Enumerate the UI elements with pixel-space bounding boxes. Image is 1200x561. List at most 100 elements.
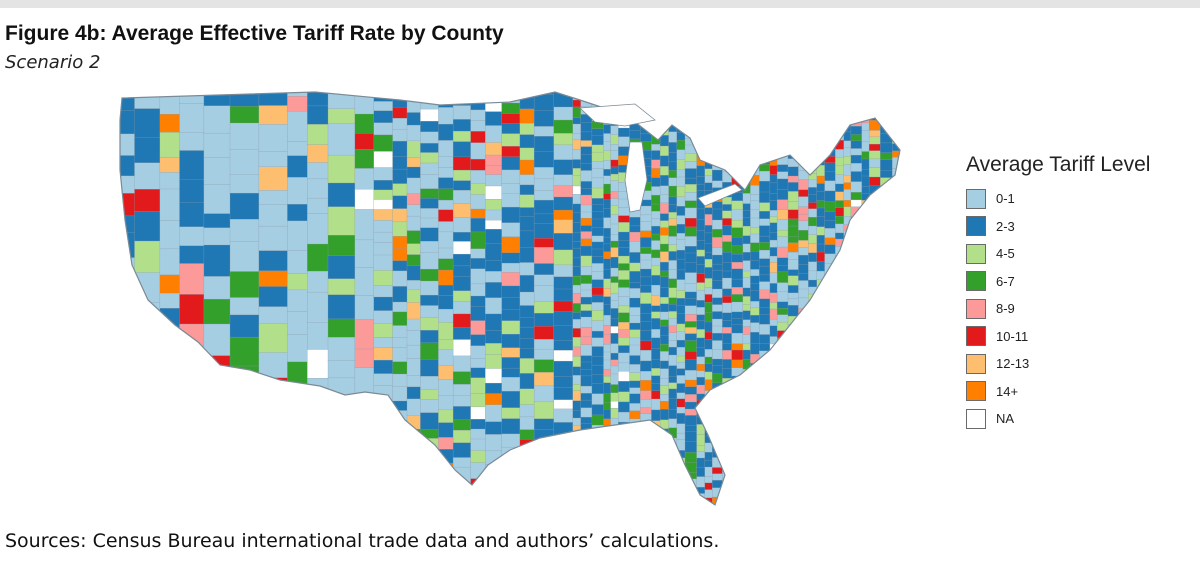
- county-cell: [843, 369, 852, 380]
- county-cell: [110, 508, 135, 510]
- county-cell: [712, 311, 723, 320]
- county-cell: [591, 168, 604, 179]
- county-cell: [580, 316, 593, 328]
- county-cell: [759, 92, 771, 97]
- county-cell: [769, 375, 778, 384]
- county-cell: [908, 256, 918, 263]
- county-cell: [406, 444, 421, 461]
- county-cell: [798, 273, 809, 281]
- county-cell: [485, 111, 503, 126]
- county-cell: [668, 471, 678, 479]
- county-cell: [259, 509, 288, 511]
- county-cell: [533, 385, 555, 403]
- county-cell: [618, 322, 630, 330]
- county-cell: [901, 93, 908, 102]
- county-cell: [591, 263, 604, 272]
- county-cell: [816, 92, 826, 94]
- county-cell: [470, 377, 486, 394]
- county-cell: [287, 92, 308, 97]
- county-cell: [618, 362, 630, 372]
- county-cell: [470, 194, 486, 210]
- county-cell: [850, 216, 863, 227]
- county-cell: [572, 454, 582, 464]
- county-cell: [684, 207, 698, 219]
- county-cell: [880, 97, 893, 105]
- county-cell: [470, 450, 486, 464]
- county-cell: [629, 355, 641, 365]
- county-cell: [629, 307, 641, 317]
- county-cell: [610, 466, 619, 474]
- county-cell: [908, 461, 918, 469]
- county-cell: [722, 350, 733, 360]
- county-cell: [868, 208, 881, 216]
- county-cell: [696, 451, 706, 459]
- lake-erie: [697, 183, 743, 207]
- county-cell: [591, 383, 604, 395]
- county-cell: [918, 277, 920, 285]
- county-cell: [776, 124, 789, 135]
- county-cell: [850, 110, 863, 117]
- county-cell: [501, 123, 521, 135]
- county-cell: [750, 464, 760, 476]
- county-cell: [603, 296, 612, 305]
- county-cell: [660, 80, 669, 90]
- county-cell: [704, 459, 713, 468]
- county-cell: [759, 202, 771, 212]
- county-cell: [406, 177, 421, 195]
- county-cell: [742, 392, 751, 404]
- county-cell: [553, 249, 574, 266]
- county-cell: [668, 418, 678, 429]
- county-cell: [438, 422, 454, 438]
- county-cell: [501, 367, 521, 378]
- county-cell: [824, 472, 836, 481]
- county-cell: [835, 261, 845, 273]
- county-cell: [452, 130, 472, 143]
- county-cell: [696, 264, 706, 275]
- county-cell: [742, 310, 751, 321]
- county-cell: [501, 418, 521, 435]
- county-cell: [704, 243, 713, 254]
- county-cell: [901, 86, 908, 93]
- county-cell: [759, 127, 771, 140]
- county-cell: [742, 276, 751, 289]
- county-cell: [519, 291, 535, 306]
- county-cell: [850, 126, 863, 136]
- county-cell: [776, 308, 789, 316]
- county-cell: [908, 325, 918, 336]
- county-cell: [835, 401, 845, 410]
- county-cell: [327, 278, 356, 296]
- county-cell: [808, 131, 818, 140]
- county-cell: [533, 199, 555, 215]
- county-cell: [850, 262, 863, 271]
- county-cell: [406, 318, 421, 331]
- county-cell: [868, 158, 881, 169]
- county-cell: [918, 141, 920, 149]
- legend-item: 4-5: [966, 240, 1150, 268]
- county-cell: [640, 340, 652, 351]
- county-cell: [787, 502, 799, 505]
- county-cell: [808, 426, 818, 439]
- county-cell: [485, 165, 503, 176]
- county-cell: [788, 80, 799, 89]
- county-cell: [816, 447, 826, 455]
- county-cell: [591, 294, 604, 303]
- county-cell: [908, 469, 918, 479]
- county-cell: [452, 141, 472, 158]
- county-cell: [787, 407, 799, 420]
- county-cell: [659, 194, 670, 204]
- county-cell: [452, 466, 472, 484]
- county-cell: [696, 320, 706, 330]
- county-cell: [868, 120, 881, 131]
- county-cell: [651, 435, 661, 445]
- county-cell: [392, 434, 408, 448]
- county-cell: [327, 154, 356, 184]
- county-cell: [787, 275, 799, 286]
- county-cell: [591, 128, 604, 137]
- county-cell: [651, 454, 661, 462]
- county-cell: [392, 373, 408, 387]
- county-cell: [629, 241, 641, 253]
- county-cell: [787, 92, 799, 100]
- county-cell: [452, 290, 472, 302]
- county-cell: [629, 393, 641, 404]
- county-cell: [918, 413, 920, 424]
